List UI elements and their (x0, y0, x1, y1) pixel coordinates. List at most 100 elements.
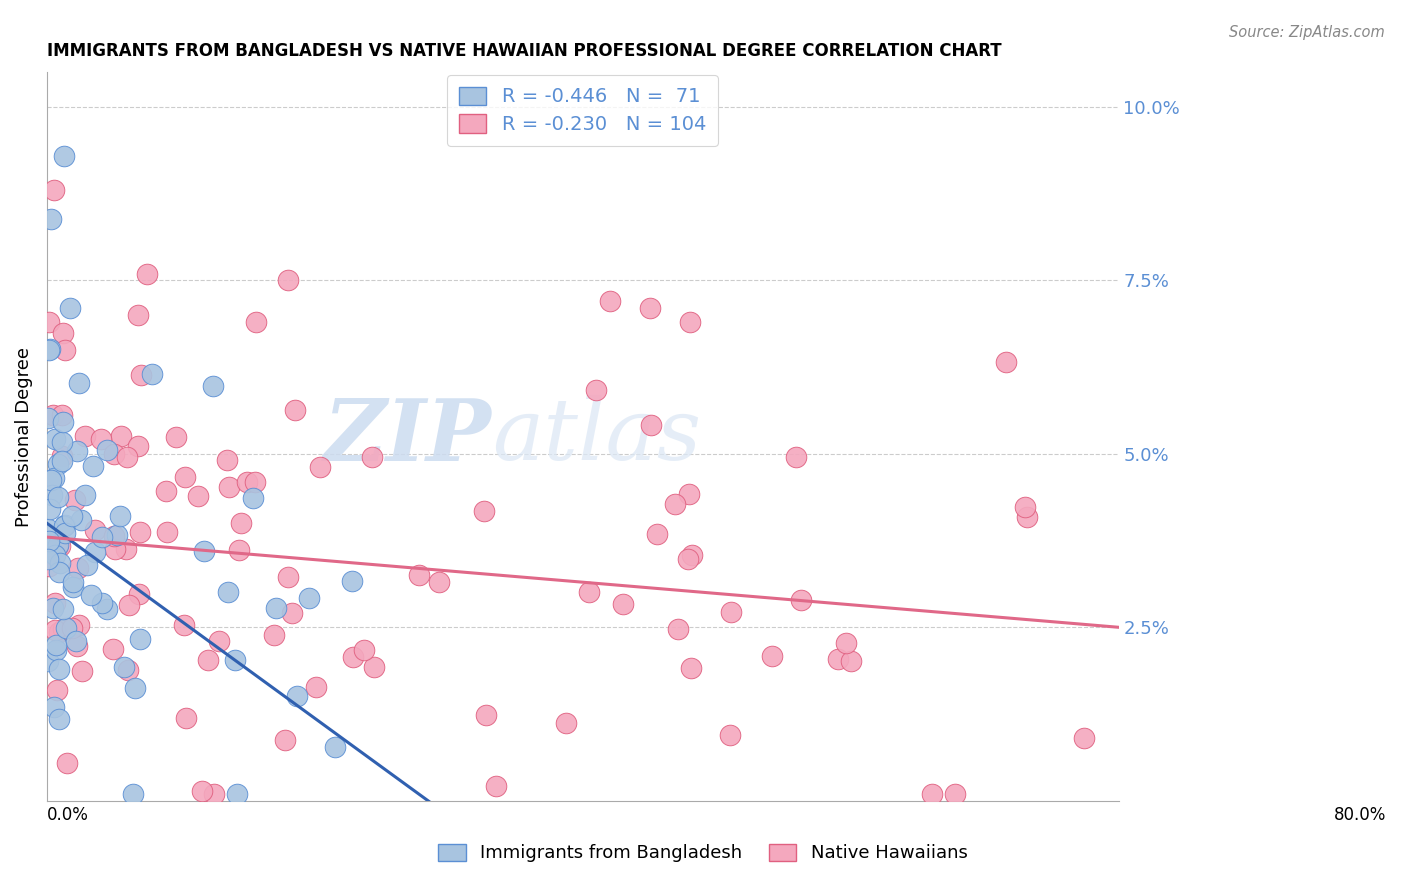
Text: 80.0%: 80.0% (1334, 805, 1386, 824)
Point (720, 605, 742, 619)
Point (995, 355, 1018, 369)
Point (208, 634, 231, 648)
Point (827, 652, 849, 666)
Point (48, 712, 70, 726)
Point (835, 636, 858, 650)
Point (117, 598, 139, 612)
Point (67, 618, 90, 632)
Legend: Immigrants from Bangladesh, Native Hawaiians: Immigrants from Bangladesh, Native Hawai… (432, 837, 974, 870)
Point (117, 663, 139, 677)
Point (55, 343, 77, 357)
Point (226, 787, 249, 801)
Point (193, 543, 215, 558)
Point (340, 574, 363, 588)
Point (38, 533, 60, 548)
Point (60, 621, 83, 635)
Point (681, 548, 703, 562)
Point (245, 315, 267, 329)
Point (839, 654, 862, 668)
Point (612, 597, 634, 611)
Point (44, 432, 66, 446)
Point (55, 622, 77, 636)
Point (37, 411, 59, 425)
Point (52, 622, 75, 636)
Point (44, 596, 66, 610)
Point (277, 570, 299, 584)
Point (38, 315, 60, 329)
Point (664, 498, 686, 512)
Point (136, 267, 159, 281)
Point (44, 700, 66, 714)
Point (76, 558, 98, 572)
Point (66, 560, 89, 574)
Point (44, 624, 66, 638)
Point (217, 452, 239, 467)
Point (484, 779, 506, 793)
Point (141, 368, 163, 382)
Point (554, 715, 576, 730)
Point (229, 516, 252, 531)
Point (105, 527, 128, 541)
Point (718, 728, 741, 742)
Point (790, 593, 813, 607)
Point (41, 408, 63, 422)
Point (342, 650, 364, 665)
Point (44, 548, 66, 562)
Point (1073, 731, 1095, 745)
Point (921, 787, 943, 801)
Point (197, 653, 219, 667)
Point (274, 733, 297, 747)
Point (224, 653, 246, 667)
Point (242, 491, 264, 505)
Point (103, 447, 125, 461)
Point (640, 417, 662, 432)
Point (53, 518, 76, 533)
Point (298, 591, 321, 606)
Point (49, 540, 72, 554)
Point (187, 490, 209, 504)
Point (165, 430, 187, 444)
Point (91, 596, 114, 610)
Point (82, 459, 104, 474)
Point (67, 376, 90, 390)
Point (90, 433, 112, 447)
Point (63, 492, 86, 507)
Point (51, 449, 73, 463)
Point (218, 480, 240, 494)
Point (128, 524, 150, 539)
Point (45, 683, 67, 698)
Point (353, 643, 375, 657)
Point (129, 632, 152, 646)
Point (124, 681, 146, 695)
Point (408, 568, 430, 582)
Point (128, 586, 150, 600)
Point (363, 660, 385, 674)
Point (127, 439, 149, 453)
Point (72, 664, 94, 678)
Point (678, 552, 700, 566)
Point (84, 545, 107, 559)
Point (475, 707, 498, 722)
Point (284, 403, 307, 417)
Point (761, 648, 783, 663)
Point (38, 342, 60, 356)
Point (104, 542, 127, 557)
Point (41, 601, 63, 615)
Point (155, 484, 177, 499)
Point (103, 529, 125, 543)
Point (42, 183, 65, 197)
Point (263, 628, 285, 642)
Point (66, 444, 89, 458)
Text: ZIP: ZIP (323, 395, 492, 478)
Point (280, 606, 302, 620)
Text: Source: ZipAtlas.com: Source: ZipAtlas.com (1229, 25, 1385, 40)
Point (45, 642, 67, 657)
Point (285, 689, 308, 703)
Point (39, 212, 62, 227)
Point (264, 600, 287, 615)
Point (110, 508, 132, 523)
Point (236, 475, 259, 489)
Point (53, 149, 76, 163)
Point (55, 526, 77, 541)
Point (70, 513, 93, 527)
